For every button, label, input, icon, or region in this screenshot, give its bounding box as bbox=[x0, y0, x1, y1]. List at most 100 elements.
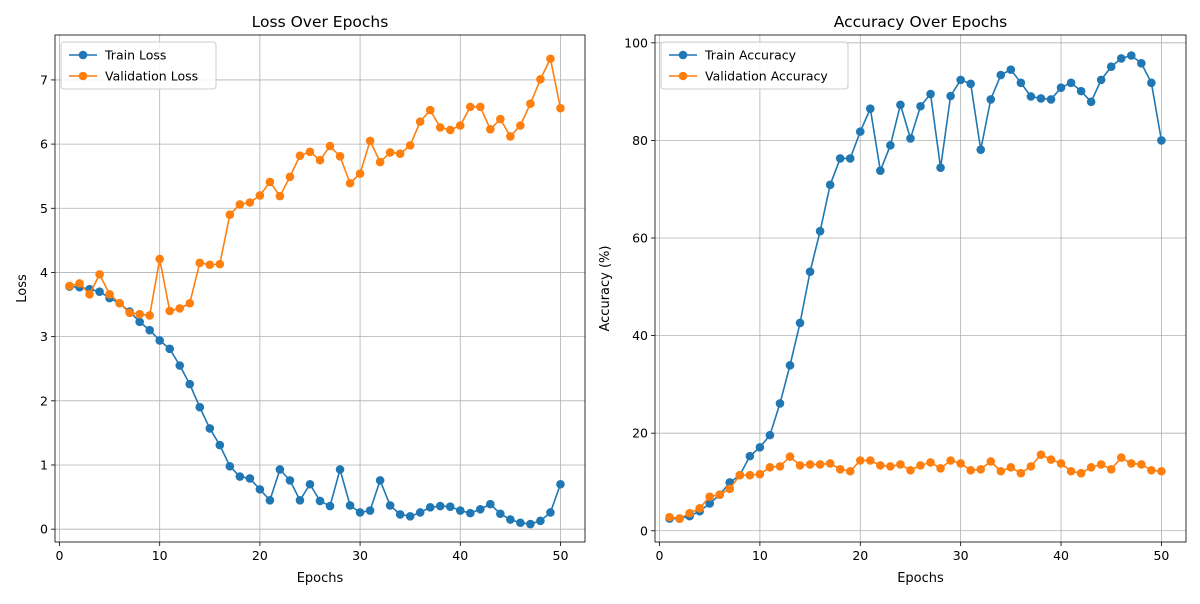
accuracy-data-point bbox=[675, 514, 684, 523]
loss-data-point bbox=[155, 336, 164, 345]
loss-legend-marker bbox=[78, 71, 88, 81]
accuracy-data-point bbox=[785, 361, 795, 370]
loss-data-point bbox=[305, 147, 315, 157]
accuracy-data-point bbox=[1046, 95, 1056, 104]
loss-data-point bbox=[145, 311, 154, 320]
loss-data-point bbox=[285, 172, 295, 182]
accuracy-data-point bbox=[886, 140, 895, 150]
loss-y-tick-label: 6 bbox=[40, 137, 48, 152]
loss-x-axis-label: Epochs bbox=[297, 571, 344, 586]
loss-data-point bbox=[145, 325, 154, 335]
accuracy-data-point bbox=[936, 163, 945, 173]
accuracy-data-point bbox=[795, 318, 805, 328]
accuracy-x-tick-label: 50 bbox=[1153, 548, 1169, 563]
loss-series-0 bbox=[65, 282, 565, 529]
loss-data-point bbox=[465, 102, 475, 112]
loss-data-point bbox=[556, 479, 565, 489]
accuracy-data-point bbox=[906, 134, 915, 143]
loss-data-point bbox=[415, 117, 425, 126]
accuracy-data-point bbox=[665, 512, 674, 522]
loss-y-tick-label: 3 bbox=[40, 329, 48, 344]
loss-data-point bbox=[65, 281, 74, 291]
accuracy-data-point bbox=[896, 100, 905, 110]
loss-data-point bbox=[395, 510, 405, 519]
accuracy-legend: Train Accuracy Validation Accuracy bbox=[660, 41, 849, 90]
accuracy-data-point bbox=[946, 91, 955, 101]
accuracy-data-point bbox=[855, 456, 865, 465]
accuracy-data-point bbox=[946, 456, 955, 465]
loss-data-point bbox=[305, 479, 315, 489]
loss-grid bbox=[55, 35, 585, 542]
accuracy-data-point bbox=[886, 462, 895, 471]
loss-data-point bbox=[185, 379, 195, 389]
accuracy-y-tick-label: 80 bbox=[632, 133, 648, 148]
loss-y-tick-label: 5 bbox=[40, 201, 48, 216]
loss-data-point bbox=[455, 121, 465, 130]
loss-data-point bbox=[215, 259, 225, 269]
loss-x-tick-label: 30 bbox=[352, 548, 368, 563]
loss-y-tick-label: 4 bbox=[40, 265, 48, 280]
loss-x-tick-label: 10 bbox=[152, 548, 168, 563]
loss-data-point bbox=[425, 105, 435, 115]
loss-data-point bbox=[225, 210, 235, 219]
accuracy-data-point bbox=[825, 180, 835, 190]
accuracy-data-point bbox=[896, 460, 905, 469]
accuracy-data-point bbox=[986, 95, 996, 104]
loss-data-point bbox=[325, 501, 335, 511]
loss-data-point bbox=[476, 504, 485, 514]
loss-data-point bbox=[205, 260, 215, 270]
loss-data-point bbox=[95, 287, 104, 297]
accuracy-data-point bbox=[1036, 450, 1046, 459]
accuracy-data-point bbox=[835, 464, 845, 474]
loss-data-point bbox=[185, 298, 195, 308]
loss-data-point bbox=[496, 114, 505, 124]
accuracy-data-point bbox=[1086, 97, 1096, 107]
loss-data-point bbox=[245, 474, 255, 483]
accuracy-legend-label: Train Accuracy bbox=[704, 48, 797, 63]
loss-data-point bbox=[365, 136, 375, 146]
loss-data-point bbox=[385, 501, 395, 510]
loss-data-point bbox=[165, 344, 175, 354]
loss-data-point bbox=[506, 515, 515, 524]
accuracy-data-point bbox=[866, 104, 875, 113]
accuracy-data-point bbox=[1046, 455, 1056, 464]
accuracy-data-point bbox=[1137, 59, 1146, 68]
accuracy-x-tick-label: 30 bbox=[953, 548, 969, 563]
accuracy-data-point bbox=[876, 166, 885, 175]
accuracy-data-point bbox=[705, 492, 715, 501]
loss-data-point bbox=[345, 178, 355, 188]
loss-data-point bbox=[486, 125, 495, 134]
accuracy-data-point bbox=[1006, 463, 1016, 472]
loss-y-tick-label: 0 bbox=[40, 522, 48, 537]
accuracy-data-point bbox=[956, 75, 965, 85]
loss-data-point bbox=[215, 440, 225, 450]
loss-x-tick-label: 0 bbox=[56, 548, 64, 563]
loss-data-point bbox=[556, 103, 565, 113]
loss-data-point bbox=[455, 506, 465, 515]
accuracy-data-point bbox=[1006, 65, 1016, 74]
loss-data-point bbox=[355, 169, 365, 178]
accuracy-data-point bbox=[1016, 468, 1026, 478]
loss-legend-marker bbox=[78, 50, 88, 60]
accuracy-data-point bbox=[1147, 78, 1156, 88]
accuracy-x-tick-label: 20 bbox=[852, 548, 868, 563]
accuracy-data-point bbox=[1056, 83, 1066, 93]
accuracy-data-point bbox=[876, 461, 885, 470]
accuracy-data-point bbox=[695, 504, 704, 513]
loss-data-point bbox=[175, 361, 185, 370]
accuracy-data-point bbox=[745, 470, 755, 480]
accuracy-data-point bbox=[1066, 78, 1076, 88]
accuracy-legend-marker bbox=[678, 50, 688, 60]
loss-data-point bbox=[135, 317, 144, 327]
accuracy-chart: 0 10 20 30 40 50 0 20 40 60 80 100 Accuracy Over Epo… bbox=[598, 13, 1187, 586]
loss-data-point bbox=[135, 309, 144, 319]
loss-data-point bbox=[105, 289, 114, 299]
accuracy-data-point bbox=[1157, 466, 1166, 476]
accuracy-data-point bbox=[775, 399, 785, 408]
loss-y-tick-label: 7 bbox=[40, 72, 48, 87]
accuracy-grid bbox=[655, 35, 1186, 542]
loss-data-point bbox=[445, 125, 455, 135]
loss-data-point bbox=[465, 508, 475, 518]
